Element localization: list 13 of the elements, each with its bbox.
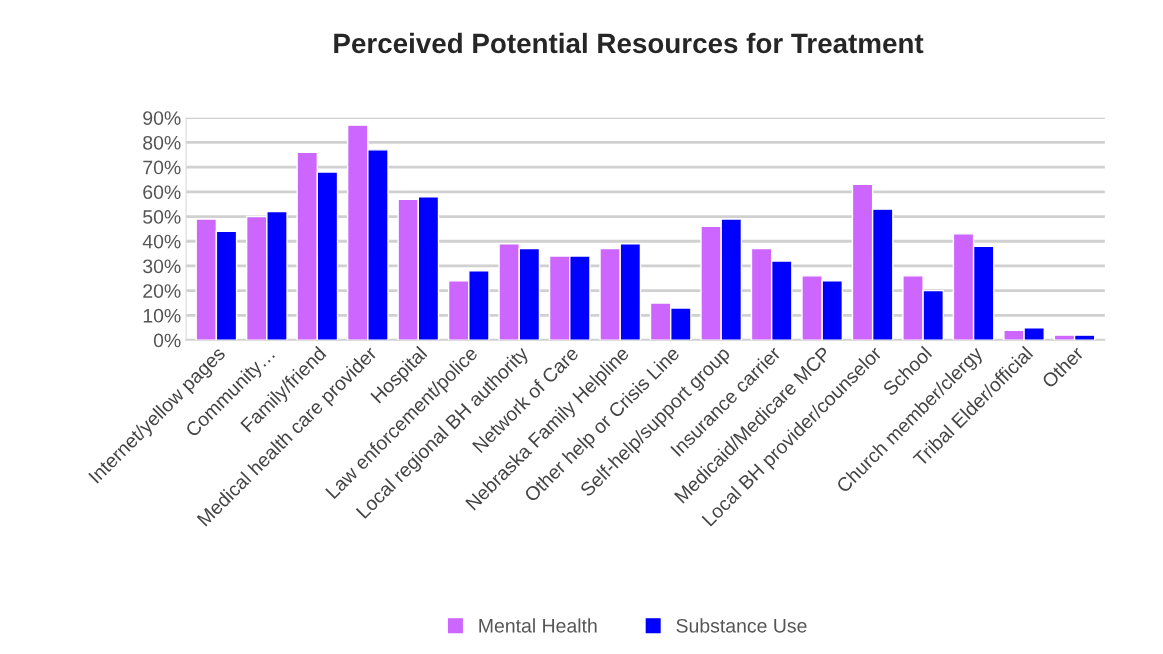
y-tick-label: 50% [143, 210, 181, 224]
y-tick-label: 30% [143, 259, 181, 274]
chart-title: Perceived Potential Resources for Treatment [334, 32, 924, 54]
legend-label: Mental Health [479, 618, 597, 633]
y-tick-label: 60% [143, 185, 181, 200]
y-tick-label: 20% [143, 284, 181, 298]
legend-label: Substance Use [676, 618, 807, 633]
y-tick-label: 90% [143, 111, 181, 125]
y-tick-label: 10% [143, 308, 181, 323]
y-tick-label: 0% [153, 333, 181, 348]
y-tick-label: 70% [143, 160, 181, 175]
y-tick-label: 80% [143, 135, 181, 150]
y-tick-label: 40% [142, 234, 181, 249]
